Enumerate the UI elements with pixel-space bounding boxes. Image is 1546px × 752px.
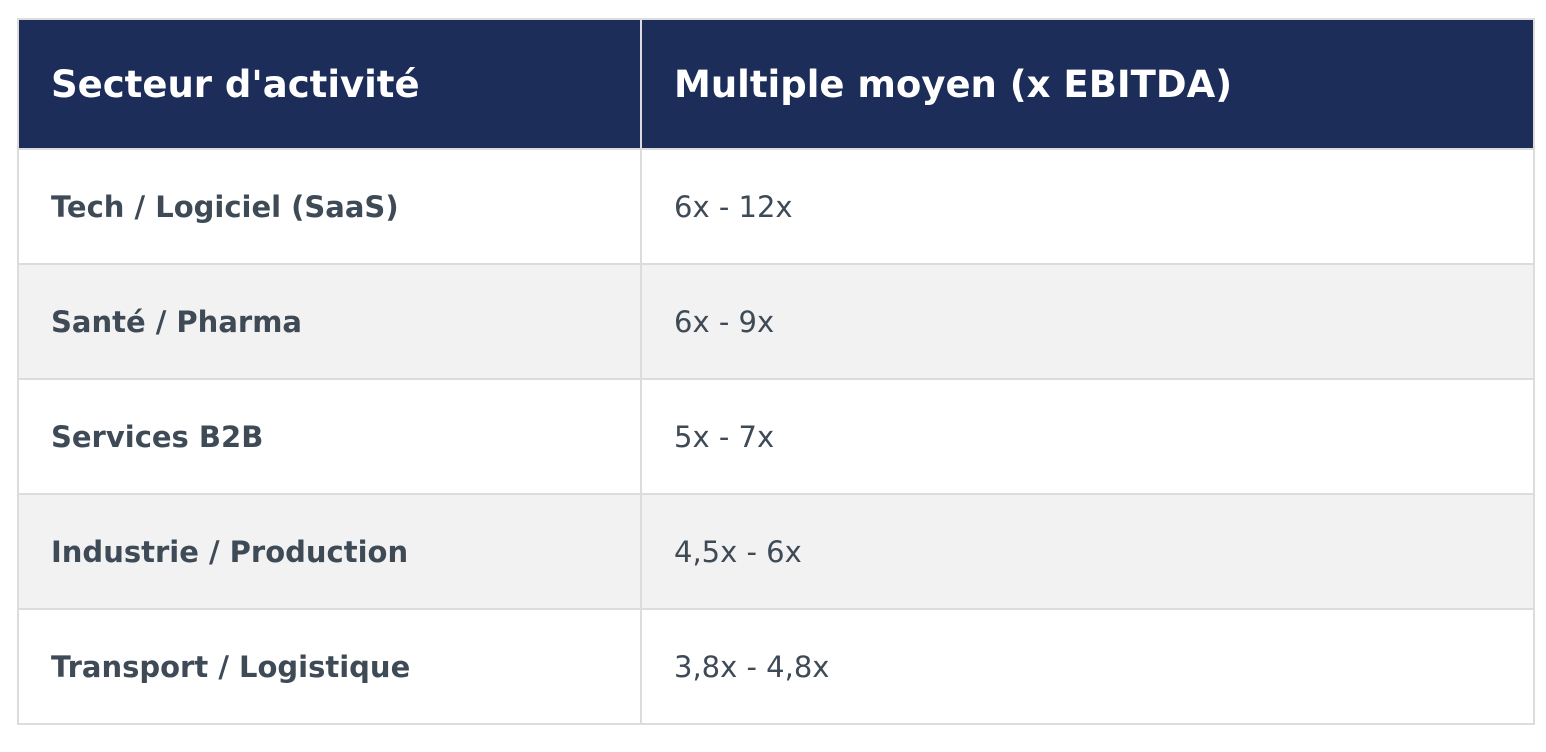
header-cell: Multiple moyen (x EBITDA) <box>640 18 1535 150</box>
header-cell: Secteur d'activité <box>17 18 642 150</box>
table-row: Services B2B 5x - 7x <box>17 378 1535 495</box>
sector-cell: Industrie / Production <box>17 493 642 610</box>
table-row: Transport / Logistique 3,8x - 4,8x <box>17 608 1535 725</box>
sector-cell: Tech / Logiciel (SaaS) <box>17 148 642 265</box>
sector-cell: Transport / Logistique <box>17 608 642 725</box>
table-row: Industrie / Production 4,5x - 6x <box>17 493 1535 610</box>
table-row: Tech / Logiciel (SaaS) 6x - 12x <box>17 148 1535 265</box>
valuation-table: Secteur d'activité Multiple moyen (x EBI… <box>17 18 1535 725</box>
header-row: Secteur d'activité Multiple moyen (x EBI… <box>17 18 1535 150</box>
multiple-cell: 4,5x - 6x <box>640 493 1535 610</box>
multiple-cell: 5x - 7x <box>640 378 1535 495</box>
multiple-cell: 6x - 12x <box>640 148 1535 265</box>
sector-cell: Santé / Pharma <box>17 263 642 380</box>
sector-cell: Services B2B <box>17 378 642 495</box>
table-row: Santé / Pharma 6x - 9x <box>17 263 1535 380</box>
multiple-cell: 6x - 9x <box>640 263 1535 380</box>
multiple-cell: 3,8x - 4,8x <box>640 608 1535 725</box>
table-body: Tech / Logiciel (SaaS) 6x - 12x Santé / Ph… <box>17 148 1535 725</box>
